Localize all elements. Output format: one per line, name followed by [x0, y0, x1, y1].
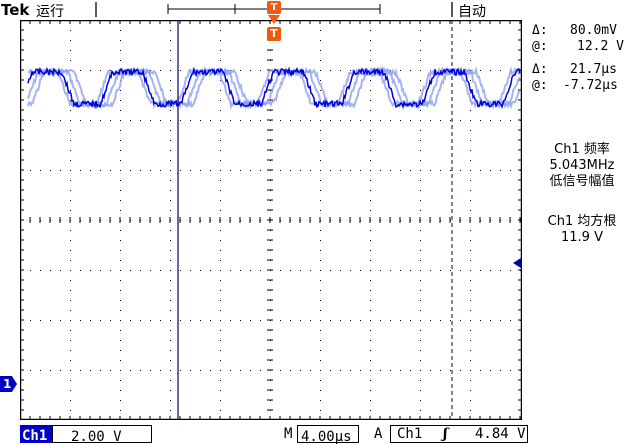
timebase-box[interactable]: 4.00µs	[297, 425, 359, 445]
brand-logo: Tek	[1, 1, 30, 19]
cursor-delta-t: 21.7µs	[570, 62, 617, 77]
trigger-source: Ch1	[397, 426, 423, 442]
trigger-box[interactable]: Ch1 ʃ 4.84 V	[390, 425, 528, 443]
trigger-position-marker[interactable]: T	[267, 1, 281, 14]
cursor-delta-t-label: Δ:	[532, 62, 548, 77]
trigger-arrow-icon	[268, 15, 280, 24]
cursor-delta-v-label: Δ:	[532, 23, 548, 38]
timebase: 4.00µs	[301, 429, 352, 445]
cursor-at-t-label: @:	[532, 78, 548, 93]
ch1-waveform	[27, 65, 521, 111]
waveform-display[interactable]	[20, 20, 522, 420]
measurement-2-title: Ch1 均方根	[547, 214, 617, 229]
measurement-2-value: 11.9 V	[561, 230, 603, 245]
cursor-at-v: 12.2 V	[577, 39, 624, 54]
cursor-at-v-label: @:	[532, 39, 548, 54]
cursor-delta-v: 80.0mV	[570, 23, 617, 38]
record-view-bar	[95, 2, 453, 17]
ch1-indicator[interactable]: Ch1	[20, 425, 52, 444]
trigger-prefix: A	[374, 426, 383, 442]
run-state: 运行	[36, 4, 64, 20]
top-bar: Tek 运行 T 自动	[0, 0, 639, 20]
ch1-ground-marker[interactable]: 1	[0, 376, 17, 392]
measurement-1-title: Ch1 频率	[554, 142, 610, 157]
trigger-level: 4.84 V	[475, 426, 526, 442]
measurement-1-value: 5.043MHz	[549, 158, 615, 173]
trigger-level-arrow-icon[interactable]	[513, 258, 521, 268]
ch1-indicator-label: Ch1	[22, 428, 48, 444]
trigger-time-marker[interactable]: T	[267, 27, 281, 41]
cursor-at-t: -7.72µs	[563, 78, 618, 93]
volts-per-div: 2.00 V	[71, 429, 122, 445]
trigger-mode: 自动	[458, 4, 486, 20]
trigger-slope-icon: ʃ	[443, 426, 448, 442]
measurement-1-note: 低信号幅值	[549, 174, 615, 189]
timebase-prefix: M	[284, 426, 293, 442]
volts-per-div-box[interactable]: 2.00 V	[52, 425, 152, 445]
